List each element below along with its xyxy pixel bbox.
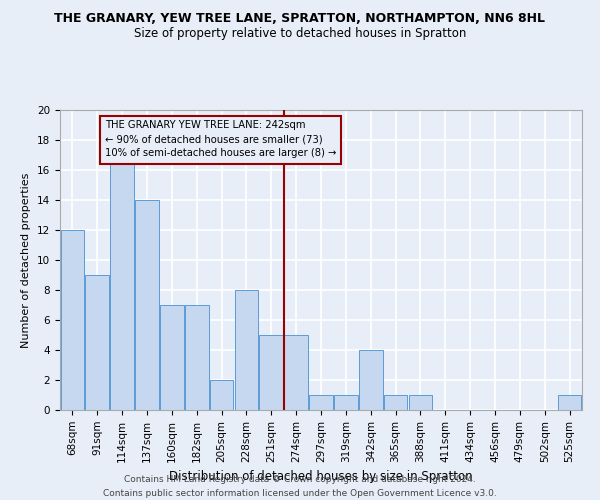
Bar	[284, 335, 308, 410]
Bar	[110, 155, 134, 410]
Bar	[384, 395, 407, 410]
Text: THE GRANARY, YEW TREE LANE, SPRATTON, NORTHAMPTON, NN6 8HL: THE GRANARY, YEW TREE LANE, SPRATTON, NO…	[55, 12, 545, 26]
Bar	[160, 305, 184, 410]
Text: THE GRANARY YEW TREE LANE: 242sqm
← 90% of detached houses are smaller (73)
10% : THE GRANARY YEW TREE LANE: 242sqm ← 90% …	[105, 120, 336, 158]
Bar	[409, 395, 432, 410]
Bar	[235, 290, 258, 410]
Text: Size of property relative to detached houses in Spratton: Size of property relative to detached ho…	[134, 28, 466, 40]
Bar	[558, 395, 581, 410]
Bar	[334, 395, 358, 410]
Bar	[309, 395, 333, 410]
Bar	[259, 335, 283, 410]
Bar	[85, 275, 109, 410]
Y-axis label: Number of detached properties: Number of detached properties	[22, 172, 31, 348]
Bar	[359, 350, 383, 410]
Text: Contains HM Land Registry data © Crown copyright and database right 2024.
Contai: Contains HM Land Registry data © Crown c…	[103, 476, 497, 498]
X-axis label: Distribution of detached houses by size in Spratton: Distribution of detached houses by size …	[169, 470, 473, 483]
Bar	[61, 230, 84, 410]
Bar	[210, 380, 233, 410]
Bar	[135, 200, 159, 410]
Bar	[185, 305, 209, 410]
